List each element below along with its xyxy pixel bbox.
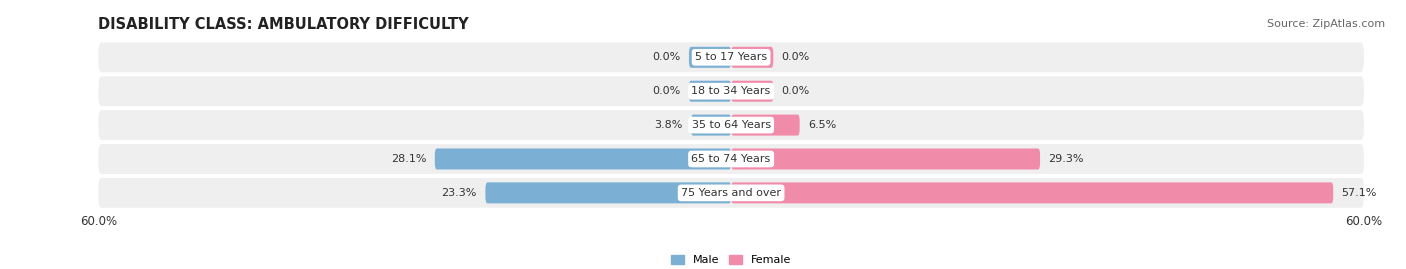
Text: 28.1%: 28.1% [391, 154, 426, 164]
Text: 23.3%: 23.3% [441, 188, 477, 198]
Text: 18 to 34 Years: 18 to 34 Years [692, 86, 770, 96]
Text: 5 to 17 Years: 5 to 17 Years [695, 52, 768, 62]
FancyBboxPatch shape [98, 110, 1364, 140]
FancyBboxPatch shape [731, 47, 773, 68]
FancyBboxPatch shape [731, 81, 773, 102]
Text: Source: ZipAtlas.com: Source: ZipAtlas.com [1267, 19, 1385, 29]
FancyBboxPatch shape [689, 47, 731, 68]
Text: 3.8%: 3.8% [654, 120, 683, 130]
Text: 0.0%: 0.0% [782, 52, 810, 62]
FancyBboxPatch shape [731, 148, 1040, 169]
Text: 29.3%: 29.3% [1049, 154, 1084, 164]
FancyBboxPatch shape [98, 76, 1364, 106]
Text: DISABILITY CLASS: AMBULATORY DIFFICULTY: DISABILITY CLASS: AMBULATORY DIFFICULTY [98, 17, 470, 32]
Legend: Male, Female: Male, Female [668, 252, 794, 269]
Text: 65 to 74 Years: 65 to 74 Years [692, 154, 770, 164]
Text: 6.5%: 6.5% [808, 120, 837, 130]
Text: 0.0%: 0.0% [652, 52, 681, 62]
FancyBboxPatch shape [434, 148, 731, 169]
FancyBboxPatch shape [731, 115, 800, 136]
FancyBboxPatch shape [98, 178, 1364, 208]
Text: 0.0%: 0.0% [782, 86, 810, 96]
FancyBboxPatch shape [98, 43, 1364, 72]
Text: 75 Years and over: 75 Years and over [681, 188, 782, 198]
FancyBboxPatch shape [98, 144, 1364, 174]
Text: 0.0%: 0.0% [652, 86, 681, 96]
FancyBboxPatch shape [485, 182, 731, 203]
Text: 57.1%: 57.1% [1341, 188, 1376, 198]
FancyBboxPatch shape [689, 81, 731, 102]
Text: 35 to 64 Years: 35 to 64 Years [692, 120, 770, 130]
FancyBboxPatch shape [731, 182, 1333, 203]
FancyBboxPatch shape [690, 115, 731, 136]
